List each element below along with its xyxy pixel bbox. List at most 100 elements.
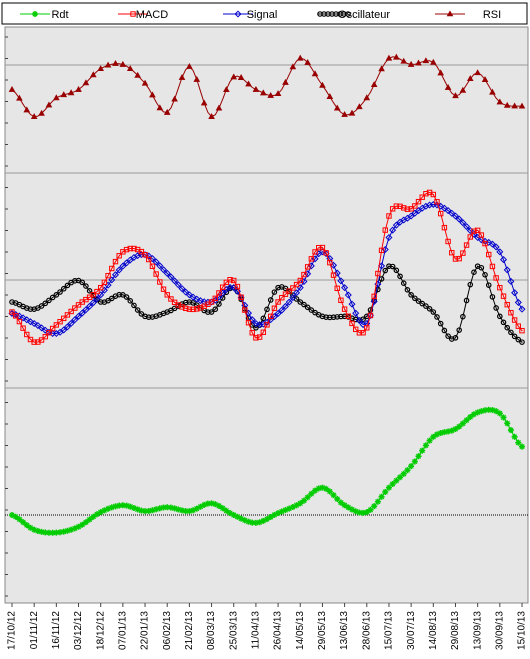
point-oscillateur: [445, 333, 451, 339]
data-point-macd: [454, 258, 457, 260]
point-macd: [94, 288, 100, 295]
point-macd: [231, 277, 237, 284]
x-tick-label: 16/11/12: [51, 611, 62, 650]
data-point-oscillateur: [100, 301, 102, 303]
point-rdt: [511, 433, 518, 440]
point-macd: [308, 256, 315, 262]
point-signal: [488, 240, 496, 248]
x-tick-label: 06/02/13: [162, 611, 173, 650]
point-macd: [345, 313, 352, 319]
data-point-macd: [521, 330, 523, 332]
point-rdt: [389, 481, 396, 488]
point-signal: [503, 266, 511, 274]
data-point-rsi: [100, 68, 102, 70]
point-macd: [356, 330, 363, 336]
point-macd: [142, 252, 148, 258]
data-point-oscillateur: [210, 311, 213, 313]
x-tick-label: 17/10/12: [7, 611, 18, 650]
data-point-signal: [188, 294, 190, 296]
point-rsi: [215, 104, 223, 111]
point-macd: [160, 286, 167, 292]
point-oscillateur: [182, 299, 189, 306]
point-macd: [364, 325, 370, 331]
point-rsi: [481, 76, 489, 82]
data-point-oscillateur: [77, 279, 80, 282]
point-oscillateur: [127, 298, 134, 304]
series-macd: [9, 189, 525, 345]
series-line-oscillateur: [11, 265, 523, 343]
point-rdt: [16, 516, 23, 523]
data-point-rsi: [366, 97, 368, 99]
point-signal: [111, 271, 119, 279]
point-macd: [286, 288, 292, 294]
point-macd: [20, 325, 26, 331]
data-point-macd: [344, 308, 346, 310]
point-rdt: [12, 513, 19, 520]
point-signal: [359, 321, 367, 329]
point-rsi: [156, 104, 164, 111]
data-point-oscillateur: [321, 315, 324, 317]
point-rdt: [86, 516, 93, 523]
point-oscillateur: [489, 294, 496, 300]
point-macd: [164, 292, 170, 298]
data-point-rdt: [100, 511, 102, 513]
point-oscillateur: [471, 269, 477, 275]
point-signal: [38, 324, 46, 332]
point-rsi: [282, 78, 289, 85]
data-point-signal: [521, 308, 523, 310]
point-macd: [419, 194, 425, 200]
point-macd: [9, 309, 15, 315]
point-macd: [97, 284, 104, 291]
point-macd: [12, 313, 19, 319]
point-rdt: [422, 442, 429, 449]
point-macd: [452, 256, 459, 262]
point-oscillateur: [260, 315, 267, 322]
data-point-oscillateur: [144, 315, 146, 317]
legend-entry-macd: MACD: [118, 9, 168, 21]
point-rdt: [337, 499, 344, 506]
point-rsi: [149, 91, 156, 98]
point-signal: [274, 309, 282, 317]
data-point-rdt: [499, 412, 501, 415]
point-rdt: [415, 453, 422, 460]
point-oscillateur: [404, 287, 411, 293]
point-macd: [216, 290, 222, 296]
point-macd: [511, 317, 518, 323]
x-tick-label: 30/09/13: [494, 611, 505, 650]
point-oscillateur: [478, 264, 485, 271]
point-rsi: [503, 101, 511, 108]
point-macd: [375, 270, 381, 277]
data-point-rsi: [255, 88, 257, 91]
point-signal: [115, 266, 123, 274]
point-rsi: [466, 75, 474, 82]
point-macd: [112, 258, 119, 265]
data-point-signal: [344, 287, 346, 289]
point-signal: [178, 285, 186, 293]
data-point-signal: [122, 265, 124, 267]
data-point-rsi: [499, 101, 501, 103]
data-point-macd: [477, 229, 479, 231]
data-point-oscillateur: [188, 301, 190, 303]
point-macd: [360, 330, 366, 336]
point-rdt: [397, 474, 404, 481]
point-rdt: [323, 485, 330, 492]
data-point-macd: [33, 341, 35, 343]
data-point-oscillateur: [410, 294, 412, 296]
x-tick-label: 08/03/13: [206, 611, 217, 650]
point-signal: [233, 287, 241, 295]
legend-entry-rsi: RSI: [435, 9, 501, 21]
data-point-macd: [366, 327, 368, 329]
point-macd: [497, 284, 503, 291]
data-point-rdt: [122, 504, 124, 506]
point-rsi: [459, 86, 467, 93]
point-rdt: [411, 458, 418, 465]
point-signal: [293, 289, 301, 297]
point-rsi: [16, 94, 23, 101]
data-point-rsi: [188, 66, 190, 68]
point-signal: [41, 326, 49, 334]
point-rsi: [304, 58, 311, 65]
point-rsi: [38, 109, 45, 116]
data-point-signal: [410, 215, 412, 217]
point-signal: [196, 297, 204, 305]
data-point-oscillateur: [521, 341, 523, 343]
